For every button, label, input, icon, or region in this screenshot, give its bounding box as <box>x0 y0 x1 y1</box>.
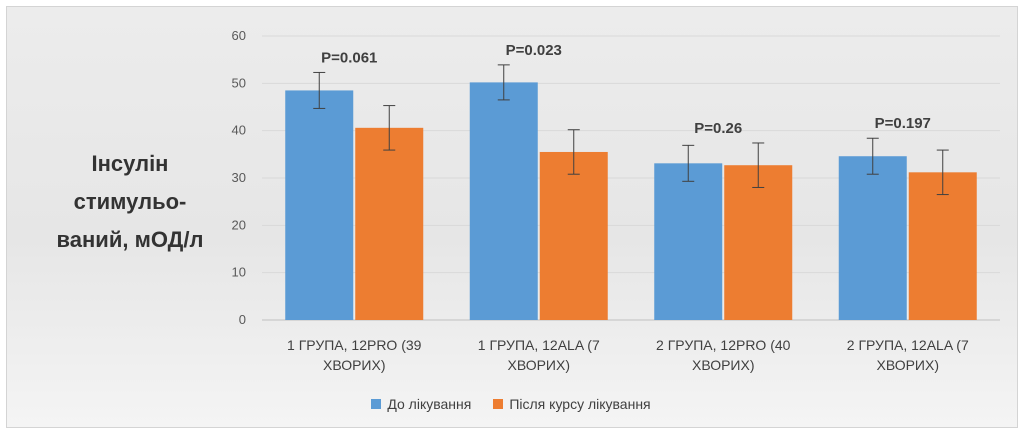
y-tick-label: 30 <box>232 170 246 185</box>
y-tick-label: 20 <box>232 217 246 232</box>
legend-item-before: До лікування <box>371 396 471 412</box>
bar <box>469 82 538 321</box>
bar <box>355 127 424 321</box>
y-axis-label-line: ваний, мОД/л <box>56 227 204 252</box>
x-category-label: 1 ГРУПА, 12ALA (7 <box>478 337 600 353</box>
x-category-label: 1 ГРУПА, 12PRO (39 <box>287 337 422 353</box>
p-value-label: P=0.197 <box>875 115 931 132</box>
y-tick-label: 10 <box>232 265 246 280</box>
p-value-label: P=0.023 <box>506 42 562 59</box>
y-tick-label: 40 <box>232 123 246 138</box>
legend: До лікування Після курсу лікування <box>0 396 1022 412</box>
legend-label-before: До лікування <box>387 396 472 412</box>
y-tick-label: 50 <box>232 75 246 90</box>
bar <box>539 151 608 320</box>
x-category-label: 2 ГРУПА, 12PRO (40 <box>656 337 791 353</box>
bar <box>908 172 977 320</box>
bar-chart-plot: 0 10 20 30 40 50 60 P=0.061 1 ГРУПА, 12PRO (39 ХВ… <box>232 28 1000 373</box>
y-axis-label: Інсулін стимульо- ваний, мОД/л <box>40 145 220 259</box>
p-value-label: P=0.26 <box>694 120 742 137</box>
legend-swatch-before <box>371 399 382 409</box>
bar <box>654 163 723 320</box>
bar <box>285 90 354 320</box>
y-axis-label-line: Інсулін <box>91 151 169 176</box>
x-category-label: ХВОРИХ) <box>876 357 939 373</box>
p-value-label: P=0.061 <box>321 49 377 66</box>
x-category-label: ХВОРИХ) <box>507 357 570 373</box>
legend-swatch-after <box>493 399 504 409</box>
y-tick-label: 0 <box>239 312 246 327</box>
legend-item-after: Після курсу лікування <box>493 396 651 412</box>
x-category-label: 2 ГРУПА, 12ALA (7 <box>847 337 969 353</box>
legend-label-after: Після курсу лікування <box>509 396 651 412</box>
bar <box>724 165 793 320</box>
bar <box>838 156 907 320</box>
x-category-label: ХВОРИХ) <box>692 357 755 373</box>
y-tick-label: 60 <box>232 28 246 43</box>
y-axis-label-line: стимульо- <box>73 189 187 214</box>
x-category-label: ХВОРИХ) <box>323 357 386 373</box>
